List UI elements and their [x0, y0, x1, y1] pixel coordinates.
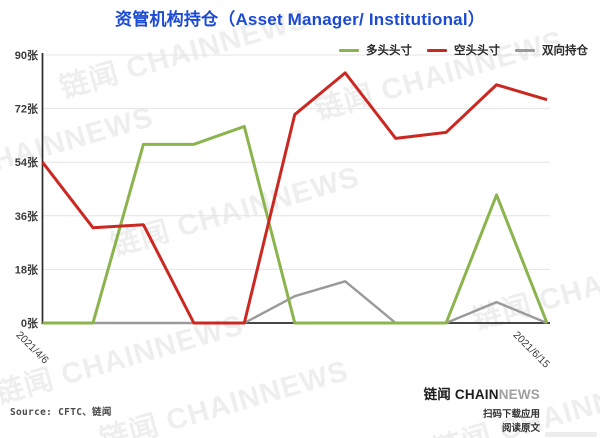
legend-dash	[515, 48, 535, 52]
series-多头头寸	[42, 124, 549, 325]
legend-item-spreading: 双向持仓	[515, 42, 588, 58]
legend-label: 双向持仓	[542, 45, 588, 57]
logo-wordmark: 链闻 CHAINNEWS	[424, 383, 540, 403]
y-tick-label: 0张	[21, 316, 39, 330]
legend-item-long: 多头头寸	[339, 42, 412, 58]
y-tick-label: 18张	[15, 262, 39, 276]
chart-legend: 多头头寸 空头头寸 双向持仓	[339, 42, 588, 58]
scan-download-text: 扫码下载应用	[482, 409, 540, 420]
legend-dash	[339, 48, 359, 52]
chart-title: 资管机构持仓（Asset Manager/ Institutional）	[115, 10, 485, 29]
legend-label: 多头头寸	[366, 45, 412, 57]
legend-item-short: 空头头寸	[427, 42, 500, 58]
read-original-text: 阅读原文	[501, 422, 540, 434]
logo-text-secondary: NEWS	[498, 387, 540, 402]
legend-dash	[427, 48, 447, 52]
watermark-fragment	[545, 432, 597, 437]
y-tick-label: 90张	[15, 48, 39, 62]
chainnews-logo: 链闻 CHAINNEWS 扫码下载应用 阅读原文	[424, 383, 540, 435]
series-双向持仓	[42, 280, 548, 325]
series-空头头寸	[41, 71, 548, 325]
y-tick-label: 36张	[15, 209, 39, 223]
source-note: Source: CFTC、链闻	[10, 407, 112, 418]
y-tick-label: 54张	[15, 155, 39, 169]
y-tick-label: 72张	[15, 102, 39, 116]
logo-text-primary: 链闻 CHAIN	[423, 387, 499, 402]
legend-label: 空头头寸	[454, 45, 500, 57]
